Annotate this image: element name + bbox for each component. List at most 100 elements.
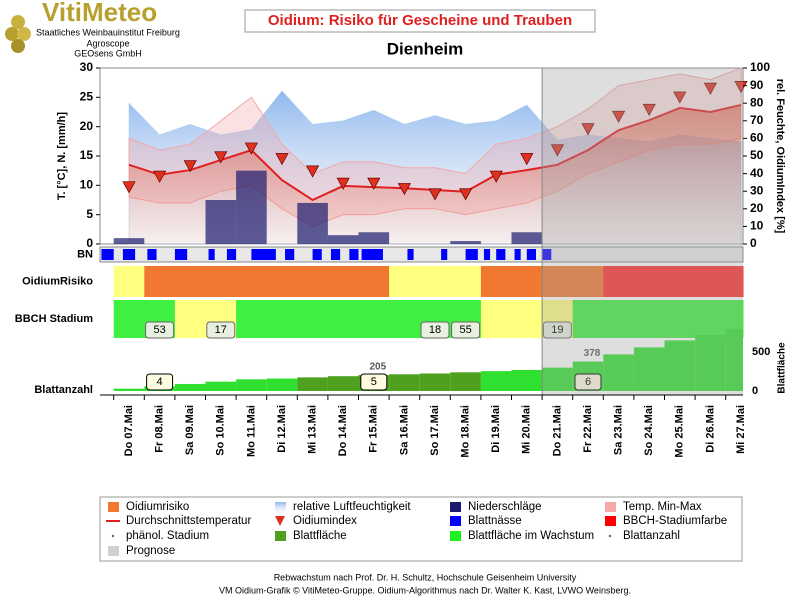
leaf-count-box bbox=[146, 373, 174, 391]
leaf-area-bar bbox=[297, 377, 328, 391]
oidium-index-marker bbox=[367, 177, 381, 190]
legend-label: Durchschnittstemperatur bbox=[126, 515, 251, 527]
oidium-index-marker bbox=[214, 151, 228, 164]
bbch-cell bbox=[389, 300, 421, 338]
leaf-area-bar bbox=[480, 371, 512, 391]
risk-cell bbox=[113, 266, 145, 297]
legend-symbol bbox=[111, 534, 115, 538]
bbch-box bbox=[542, 321, 572, 339]
leaf-wetness bbox=[361, 249, 383, 260]
legend-label: Blattnässe bbox=[468, 515, 522, 527]
oidium-index-marker bbox=[244, 142, 258, 155]
legend-label: Temp. Min-Max bbox=[623, 501, 702, 513]
legend-label: Niederschläge bbox=[468, 501, 542, 513]
leaf-area-bar bbox=[419, 373, 451, 391]
logo: VitiMeteo Staatliches Weinbauinstitut Fr… bbox=[5, 0, 180, 58]
y2-tick-label: 40 bbox=[750, 166, 764, 180]
footer: Rebwachstum nach Prof. Dr. H. Schultz, H… bbox=[274, 572, 577, 582]
risk-cell bbox=[358, 266, 390, 297]
bbch-cell bbox=[695, 300, 727, 338]
risk-cell bbox=[419, 266, 451, 297]
legend-label: BBCH-Stadiumfarbe bbox=[623, 515, 727, 527]
legend-label: Blattfläche im Wachstum bbox=[468, 530, 594, 542]
risk-cell bbox=[297, 266, 329, 297]
y2-tick-label: 100 bbox=[750, 60, 770, 74]
y2-tick-label: 80 bbox=[750, 95, 764, 109]
risk-cell bbox=[389, 266, 421, 297]
legend-label: Oidiumrisiko bbox=[126, 501, 189, 513]
oidium-index-marker bbox=[581, 123, 595, 136]
y-axis-label: T. [°C], N. [mm/h] bbox=[56, 112, 68, 200]
precip-bar bbox=[113, 238, 145, 244]
oidium-index-marker bbox=[122, 181, 136, 194]
x-tick-label: Sa 23.Mai bbox=[613, 405, 625, 455]
risk-cell bbox=[572, 266, 604, 297]
risk-cell bbox=[174, 266, 206, 297]
y2-tick-label: 10 bbox=[750, 219, 764, 233]
y-tick-label: 0 bbox=[86, 236, 93, 250]
bbch-cell bbox=[358, 300, 390, 338]
title-box bbox=[244, 9, 596, 33]
leaf-wetness bbox=[208, 249, 215, 260]
chart-subtitle: Dienheim bbox=[387, 39, 464, 58]
x-tick-label: So 24.Mai bbox=[643, 405, 655, 456]
row-label: BN bbox=[77, 248, 93, 260]
leaf-wetness bbox=[251, 249, 276, 260]
x-tick-label: So 17.Mai bbox=[429, 405, 441, 456]
bbch-cell bbox=[572, 300, 604, 338]
x-tick-label: So 10.Mai bbox=[215, 405, 227, 456]
x-tick-label: Mo 11.Mai bbox=[245, 405, 257, 457]
bbch-cell bbox=[664, 300, 696, 338]
risk-cell bbox=[205, 266, 237, 297]
x-tick-label: Di 12.Mai bbox=[276, 405, 288, 453]
leaf-wetness bbox=[174, 249, 188, 260]
bbch-label: 19 bbox=[551, 324, 563, 336]
leaf-area-bar bbox=[389, 374, 420, 391]
leaf-area-label: 205 bbox=[369, 362, 386, 373]
legend-label: Blattfläche bbox=[293, 530, 347, 542]
y2-tick-label: 90 bbox=[750, 78, 764, 92]
precip-bar bbox=[205, 200, 237, 244]
risk-cell bbox=[603, 266, 635, 297]
risk-cell bbox=[236, 266, 268, 297]
x-tick-label: Mo 25.Mai bbox=[674, 405, 686, 458]
precip-bar bbox=[358, 232, 390, 244]
legend-symbol bbox=[108, 546, 119, 556]
leaf-count-label: 5 bbox=[371, 376, 377, 388]
risk-cell bbox=[511, 266, 543, 297]
leaf-area-bar bbox=[603, 354, 634, 391]
legend-label: Prognose bbox=[126, 545, 175, 557]
risk-cell bbox=[480, 266, 512, 297]
x-tick-label: Mi 27.Mai bbox=[735, 405, 747, 454]
x-tick-label: Di 19.Mai bbox=[490, 405, 502, 453]
org: GEOsens GmbH bbox=[74, 48, 142, 58]
precip-bar bbox=[511, 232, 543, 244]
legend-label: Oidiumindex bbox=[293, 515, 357, 527]
leaf-area-bar bbox=[542, 367, 573, 391]
bbch-label: 18 bbox=[429, 324, 441, 336]
leaf-tick-label: 500 bbox=[752, 346, 770, 358]
leaf-wetness bbox=[514, 249, 521, 260]
y-tick-label: 20 bbox=[80, 119, 94, 133]
forecast-overlay bbox=[542, 68, 743, 395]
leaf-count-box bbox=[574, 373, 602, 391]
legend-symbol bbox=[450, 502, 461, 512]
leaf-area-bar bbox=[174, 383, 206, 391]
legend-box bbox=[99, 496, 743, 562]
leaf-wetness bbox=[147, 249, 157, 260]
leaf-wetness bbox=[226, 249, 237, 260]
precip-bar bbox=[297, 202, 328, 244]
risk-cell bbox=[542, 266, 574, 297]
leaf-wetness bbox=[407, 249, 414, 260]
bbch-label: 53 bbox=[153, 324, 165, 336]
leaf-area-bar bbox=[664, 340, 696, 391]
leaf-wetness bbox=[441, 249, 448, 260]
oidium-index-marker bbox=[336, 177, 350, 190]
x-tick-label: Sa 09.Mai bbox=[184, 405, 196, 455]
x-tick-label: Do 21.Mai bbox=[551, 405, 563, 456]
row-label: BBCH Stadium bbox=[15, 313, 93, 325]
bbch-label: 17 bbox=[215, 324, 227, 336]
y2-tick-label: 50 bbox=[750, 148, 764, 162]
legend-label: phänol. Stadium bbox=[126, 530, 209, 542]
